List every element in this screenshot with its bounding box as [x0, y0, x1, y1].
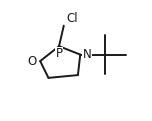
Text: O: O [27, 55, 37, 68]
Text: N: N [83, 48, 91, 61]
Text: P: P [55, 47, 63, 60]
Text: Cl: Cl [66, 12, 78, 25]
